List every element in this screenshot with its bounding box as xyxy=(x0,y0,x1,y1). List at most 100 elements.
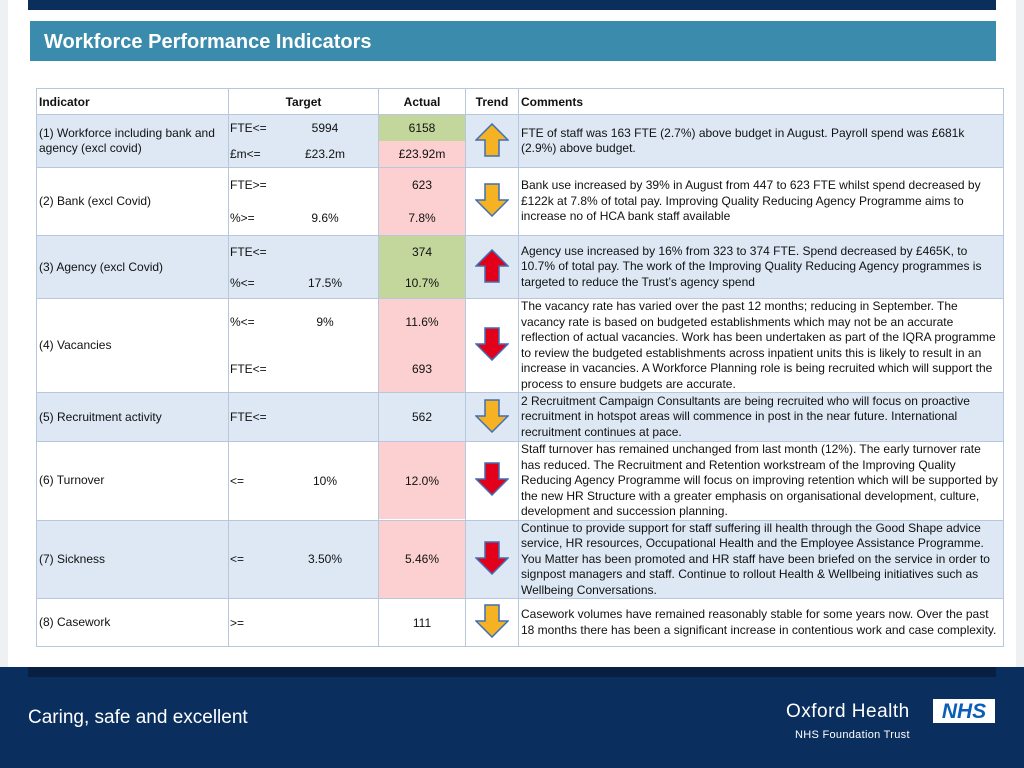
trend-cell xyxy=(465,519,519,599)
column-header: Comments xyxy=(518,88,1004,115)
target-line: %<= 17.5% xyxy=(230,267,378,298)
target-line: %>= 9.6% xyxy=(230,202,378,235)
target-line: £m<= £23.2m xyxy=(230,141,378,167)
indicator: (5) Recruitment activity xyxy=(36,392,229,442)
actual-cell: 5.46% xyxy=(378,519,466,599)
actual-value: 10.7% xyxy=(379,267,465,298)
arrow-shape xyxy=(474,604,510,639)
table-row: (3) Agency (excl Covid) FTE<= %<= 17.5% 374 1… xyxy=(36,235,1004,299)
target-cell: <= 10% xyxy=(228,441,379,521)
actual-stack: 12.0% xyxy=(379,442,465,520)
arrow-shape xyxy=(474,122,510,157)
comment: Casework volumes have remained reasonabl… xyxy=(518,598,1004,647)
arrow-shape xyxy=(474,248,510,283)
indicator: (8) Casework xyxy=(36,598,229,647)
table-row: (4) Vacancies %<= 9% FTE<= 11.6% 693 The vacan… xyxy=(36,298,1004,393)
target-operator: <= xyxy=(230,473,245,488)
comment: Staff turnover has remained unchanged fr… xyxy=(518,441,1004,521)
target-cell: <= 3.50% xyxy=(228,519,379,599)
trend-arrow xyxy=(474,183,510,218)
trend-arrow xyxy=(474,248,510,283)
actual-cell: 623 7.8% xyxy=(378,167,466,236)
table-row: (6) Turnover <= 10% 12.0% Staff turnover has… xyxy=(36,441,1004,521)
target-line: FTE<= 5994 xyxy=(230,116,378,142)
actual-value: 11.6% xyxy=(379,299,465,346)
target-line: FTE<= xyxy=(230,394,378,441)
target-line: %<= 9% xyxy=(230,300,378,346)
target-operator: %<= xyxy=(230,275,255,290)
table-row: (5) Recruitment activity FTE<= 562 2 Recrui… xyxy=(36,392,1004,442)
table-row: (8) Casework >= 111 Casework volumes have r… xyxy=(36,598,1004,647)
actual-cell: 562 xyxy=(378,392,466,442)
target-operator: FTE<= xyxy=(230,244,267,259)
comment: The vacancy rate has varied over the pas… xyxy=(518,298,1004,393)
target-stack: FTE>= %>= 9.6% xyxy=(230,169,378,235)
table-row: (2) Bank (excl Covid) FTE>= %>= 9.6% 623 7.8%… xyxy=(36,167,1004,236)
target-cell: FTE<= %<= 17.5% xyxy=(228,235,379,299)
actual-stack: 111 xyxy=(380,600,465,646)
target-operator: £m<= xyxy=(230,147,261,161)
target-operator: %<= xyxy=(230,315,255,330)
target-stack: >= xyxy=(230,600,378,646)
trend-cell xyxy=(465,114,519,168)
comment: Bank use increased by 39% in August from… xyxy=(518,167,1004,236)
header-row: Indicator Target Actual Trend Comments xyxy=(36,88,1004,115)
target-cell: >= xyxy=(228,598,379,647)
target-value: 17.5% xyxy=(307,275,343,290)
actual-stack: 5.46% xyxy=(379,520,465,598)
target-value: £23.2m xyxy=(304,147,346,161)
target-operator: >= xyxy=(230,615,245,630)
column-header: Target xyxy=(228,88,379,115)
target-line: <= 3.50% xyxy=(230,521,378,598)
trend-cell xyxy=(465,298,519,393)
trend-cell xyxy=(465,598,519,647)
footer-strip xyxy=(28,667,996,677)
target-value: 3.50% xyxy=(307,552,343,567)
indicator: (1) Workforce including bank and agency … xyxy=(36,114,229,168)
target-operator: FTE<= xyxy=(230,361,267,376)
column-header: Indicator xyxy=(36,88,229,115)
trend-arrow xyxy=(474,327,510,362)
target-operator: FTE<= xyxy=(230,410,267,424)
arrow-shape xyxy=(474,183,510,218)
actual-cell: 12.0% xyxy=(378,441,466,521)
actual-value: 12.0% xyxy=(379,442,465,520)
comment: Agency use increased by 16% from 323 to … xyxy=(518,235,1004,299)
target-line: >= xyxy=(230,600,378,646)
target-line: <= 10% xyxy=(230,442,378,519)
comment: Continue to provide support for staff su… xyxy=(518,519,1004,599)
actual-value: 562 xyxy=(411,410,433,424)
target-cell: FTE>= %>= 9.6% xyxy=(228,167,379,236)
indicator: (2) Bank (excl Covid) xyxy=(36,167,229,236)
table-row: (7) Sickness <= 3.50% 5.46% Continue to prov… xyxy=(36,519,1004,599)
target-cell: FTE<= 5994 £m<= £23.2m xyxy=(228,114,379,168)
actual-value: 623 xyxy=(379,168,465,202)
column-header: Actual xyxy=(378,88,466,115)
arrow-shape xyxy=(474,462,510,497)
target-line: FTE<= xyxy=(230,237,378,268)
indicator-table: Indicator Target Actual Trend Comments (… xyxy=(36,88,1004,647)
actual-cell: 6158 £23.92m xyxy=(378,114,466,168)
comment: FTE of staff was 163 FTE (2.7%) above bu… xyxy=(518,114,1004,168)
actual-cell: 11.6% 693 xyxy=(378,298,466,393)
top-bar xyxy=(28,0,996,10)
org-subtitle: NHS Foundation Trust xyxy=(795,729,910,741)
target-value: 5994 xyxy=(311,121,339,135)
comment: 2 Recruitment Campaign Consultants are b… xyxy=(518,392,1004,442)
actual-cell: 374 10.7% xyxy=(378,235,466,299)
table-row: (1) Workforce including bank and agency … xyxy=(36,114,1004,168)
actual-value: 7.8% xyxy=(379,201,465,235)
indicator: (7) Sickness xyxy=(36,519,229,599)
tagline: Caring, safe and excellent xyxy=(28,707,248,728)
target-stack: FTE<= 5994 £m<= £23.2m xyxy=(230,116,378,167)
trend-arrow xyxy=(474,462,510,497)
trend-cell xyxy=(465,441,519,521)
target-line: FTE>= xyxy=(230,169,378,202)
target-operator: <= xyxy=(230,552,245,567)
target-operator: %>= xyxy=(230,211,255,226)
target-stack: FTE<= %<= 17.5% xyxy=(230,237,378,298)
trend-arrow xyxy=(474,604,510,639)
indicator: (4) Vacancies xyxy=(36,298,229,393)
trend-arrow xyxy=(474,398,510,433)
